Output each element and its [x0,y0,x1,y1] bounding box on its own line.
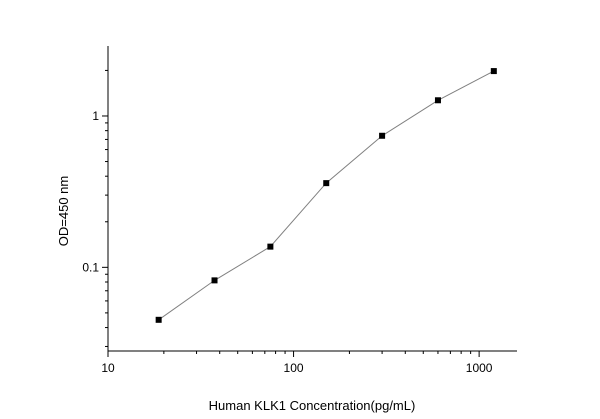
data-point [490,68,497,75]
data-point [155,316,162,323]
axes [107,46,517,352]
tick-marks: 10 100 1000 0.1 1 [82,69,493,375]
x-tick-label: 10 [101,361,115,375]
data-point [323,180,330,187]
y-tick-label: 1 [92,109,99,123]
series-line [158,70,495,321]
data-point [267,243,274,250]
data-series [155,68,497,323]
data-point [379,132,386,139]
x-tick-label: 1000 [466,361,493,375]
data-point [211,277,218,284]
x-tick-label: 100 [284,361,304,375]
x-axis-label: Human KLK1 Concentration(pg/mL) [209,398,416,413]
y-axis-label: OD=450 nm [56,176,71,246]
data-point [434,97,441,104]
y-tick-label: 0.1 [82,260,99,274]
